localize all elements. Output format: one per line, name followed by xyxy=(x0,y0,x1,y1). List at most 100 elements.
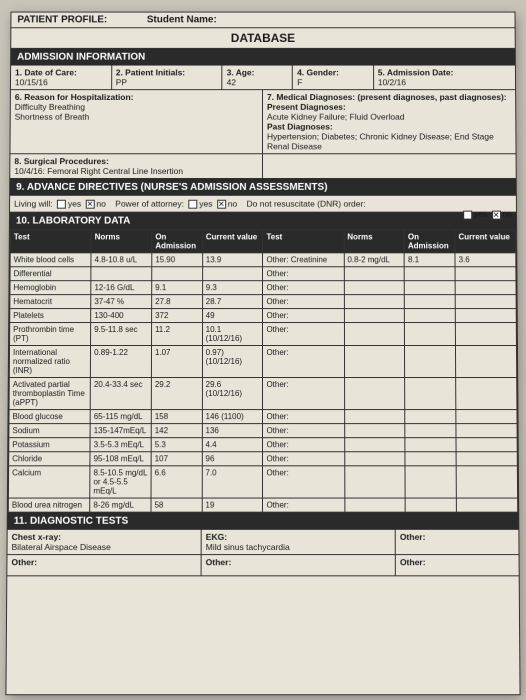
lab-cell: International normalized ratio (INR) xyxy=(9,346,90,378)
lab-cell: Potassium xyxy=(9,438,90,452)
table-row: Blood urea nitrogen8-26 mg/dL5819Other: xyxy=(8,498,517,512)
lab-col-header: Norms xyxy=(91,230,152,253)
lab-cell: 65-115 mg/dL xyxy=(90,410,151,424)
date-of-care-value: 10/15/16 xyxy=(15,77,107,87)
lab-cell xyxy=(455,309,516,323)
lab-cell: Other: xyxy=(263,466,344,498)
lab-cell: 8.1 xyxy=(404,253,455,267)
lab-cell: Other: xyxy=(263,309,344,323)
table-row: Sodium135-147mEq/L142136Other: xyxy=(9,424,517,438)
lab-col-header: Norms xyxy=(344,230,405,253)
lab-cell: Other: xyxy=(263,323,344,346)
age-value: 42 xyxy=(227,77,289,87)
lab-cell: 0.8-2 mg/dL xyxy=(344,253,405,267)
adm-date-value: 10/2/16 xyxy=(378,77,511,87)
diag-section-title: 11. DIAGNOSTIC TESTS xyxy=(8,513,519,530)
lab-cell: 29.2 xyxy=(151,378,202,410)
lab-cell xyxy=(344,323,405,346)
lab-table: TestNormsOn AdmissionCurrent valueTestNo… xyxy=(8,230,518,513)
age-label: 3. Age: xyxy=(227,68,289,78)
poa-yes-checkbox[interactable] xyxy=(188,200,197,209)
lab-cell: 10.1 (10/12/16) xyxy=(202,323,263,346)
diag-other-label-2: Other: xyxy=(11,557,196,567)
lab-col-header: On Admission xyxy=(152,230,203,253)
lab-cell: 27.8 xyxy=(152,295,203,309)
lab-cell: Differential xyxy=(10,267,91,281)
past-diag-label: Past Diagnoses: xyxy=(267,122,511,132)
lab-cell: 58 xyxy=(151,498,202,512)
admission-row-3: 8. Surgical Procedures: 10/4/16: Femoral… xyxy=(10,154,515,179)
table-row: Differential Other: xyxy=(10,267,516,281)
lab-cell xyxy=(405,295,456,309)
reason-1: Difficulty Breathing xyxy=(15,102,258,112)
lab-cell xyxy=(344,466,405,498)
lab-cell xyxy=(455,295,516,309)
lab-cell: 4.4 xyxy=(202,438,263,452)
admission-row-1: 1. Date of Care: 10/15/16 2. Patient Ini… xyxy=(11,66,515,91)
lab-cell: Other: xyxy=(263,452,344,466)
lab-cell xyxy=(406,498,457,512)
lab-cell xyxy=(405,346,456,378)
admission-row-2: 6. Reason for Hospitalization: Difficult… xyxy=(10,90,515,154)
lab-cell: Other: xyxy=(263,267,344,281)
dnr-yes-checkbox[interactable] xyxy=(463,210,472,219)
lab-col-header: Test xyxy=(10,230,91,253)
dnr-no-checkbox[interactable]: ✕ xyxy=(492,210,501,219)
lab-cell xyxy=(344,452,405,466)
lab-cell: 9.5-11.8 sec xyxy=(91,323,152,346)
diag-other-label-1: Other: xyxy=(400,532,515,542)
lab-cell: Calcium xyxy=(8,466,90,498)
lab-cell: 19 xyxy=(202,498,263,512)
lab-cell: 1.07 xyxy=(151,346,202,378)
lab-cell: Other: xyxy=(263,410,344,424)
lab-cell: 9.3 xyxy=(202,281,263,295)
lab-cell: 37-47 % xyxy=(91,295,152,309)
lab-cell xyxy=(344,438,405,452)
admission-section-title: ADMISSION INFORMATION xyxy=(11,49,515,66)
lab-cell: 158 xyxy=(151,410,202,424)
lw-yes-checkbox[interactable] xyxy=(57,200,66,209)
living-will-label: Living will: xyxy=(14,199,53,209)
table-row: Chloride95-108 mEq/L10796Other: xyxy=(9,452,518,466)
lab-cell xyxy=(405,452,456,466)
lab-cell: 28.7 xyxy=(202,295,263,309)
lab-cell xyxy=(405,281,456,295)
lab-cell: 20.4-33.4 sec xyxy=(90,378,151,410)
gender-value: F xyxy=(297,77,369,87)
patient-form-page: PATIENT PROFILE: Student Name: DATABASE … xyxy=(5,12,520,696)
lab-cell xyxy=(344,424,405,438)
lab-cell xyxy=(405,424,456,438)
lab-cell xyxy=(456,438,517,452)
date-of-care-label: 1. Date of Care: xyxy=(15,68,107,78)
lab-cell xyxy=(456,346,517,378)
lab-cell: 8-26 mg/dL xyxy=(90,498,151,512)
lab-section-title: 10. LABORATORY DATA xyxy=(10,213,516,230)
lab-col-header: Test xyxy=(263,230,344,253)
lab-cell: 13.9 xyxy=(202,253,263,267)
poa-no-checkbox[interactable]: ✕ xyxy=(217,200,226,209)
diag-other-label-4: Other: xyxy=(400,557,515,567)
lab-cell: 130-400 xyxy=(91,309,152,323)
diag-label: 7. Medical Diagnoses: (present diagnoses… xyxy=(267,92,511,102)
lab-cell: Other: xyxy=(263,424,344,438)
lab-cell: Hemoglobin xyxy=(10,281,91,295)
table-row: Potassium3.5-5.3 mEq/L5.34.4Other: xyxy=(9,438,518,452)
initials-label: 2. Patient Initials: xyxy=(116,68,218,78)
lab-cell: Blood urea nitrogen xyxy=(8,498,90,512)
lab-cell: 8.5-10.5 mg/dL or 4.5-5.5 mEq/L xyxy=(90,466,151,498)
lab-cell: White blood cells xyxy=(10,253,91,267)
lab-cell: 3.5-5.3 mEq/L xyxy=(90,438,151,452)
lab-cell: 15.90 xyxy=(152,253,203,267)
lab-cell: 9.1 xyxy=(152,281,203,295)
lab-cell: Other: xyxy=(263,346,344,378)
lab-cell xyxy=(405,410,456,424)
lab-cell: 6.6 xyxy=(151,466,202,498)
lab-cell: 146 (1100) xyxy=(202,410,263,424)
lab-cell: Other: xyxy=(263,438,344,452)
gender-label: 4. Gender: xyxy=(297,68,369,78)
lw-no-checkbox[interactable]: ✕ xyxy=(85,200,94,209)
table-row: Hematocrit37-47 %27.828.7Other: xyxy=(10,295,516,309)
table-row: Hemoglobin12-16 G/dL9.19.3Other: xyxy=(10,281,516,295)
lab-cell: Platelets xyxy=(10,309,91,323)
lab-cell xyxy=(344,267,405,281)
